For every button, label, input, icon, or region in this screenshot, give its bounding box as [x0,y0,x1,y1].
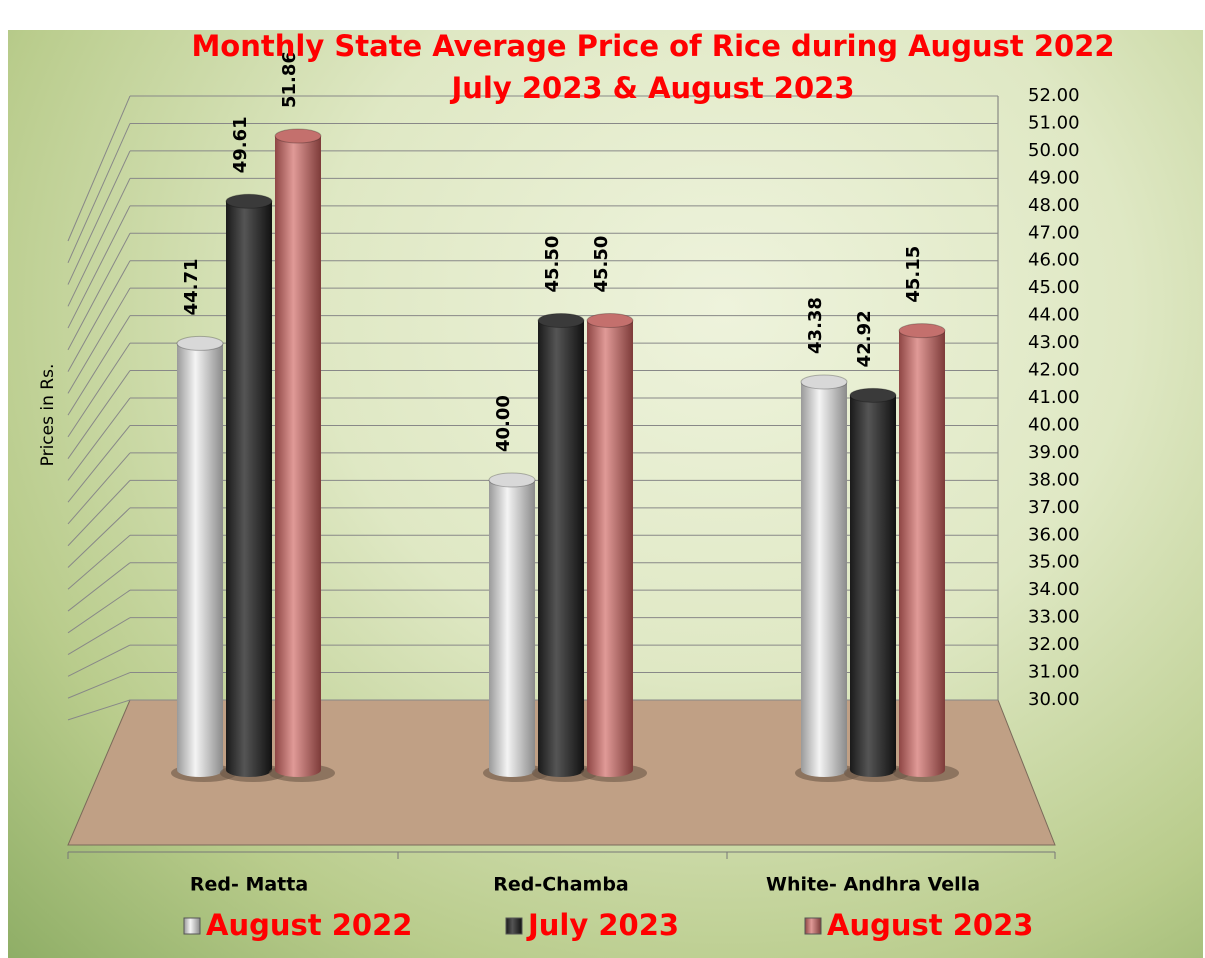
bar-bottom [275,763,321,777]
grid-line-side [68,343,130,437]
grid-line-side [68,151,130,285]
bar-top [801,375,847,389]
y-tick-label: 42.00 [1028,360,1080,381]
data-label: 42.92 [854,310,875,367]
bar-body [489,480,535,770]
y-tick-label: 37.00 [1028,497,1080,518]
data-label: 44.71 [181,258,202,315]
grid-line-side [68,645,130,676]
grid-line-side [68,206,130,328]
bar-top [226,194,272,208]
y-tick-label: 36.00 [1028,524,1080,545]
bar-body [538,321,584,771]
x-tick-label: White- Andhra Vella [766,874,980,896]
bar-top [177,336,223,350]
data-label: 45.15 [903,246,924,303]
y-tick-label: 49.00 [1028,167,1080,188]
y-tick-label: 34.00 [1028,579,1080,600]
data-label: 40.00 [493,395,514,452]
y-tick-label: 47.00 [1028,222,1080,243]
grid-line-side [68,590,130,633]
bar-bottom [489,763,535,777]
y-tick-label: 30.00 [1028,689,1080,710]
y-tick-label: 35.00 [1028,552,1080,573]
legend-label: August 2022 [206,908,412,942]
data-label: 45.50 [591,236,612,293]
grid-line-side [68,618,130,655]
y-tick-label: 33.00 [1028,607,1080,628]
legend-swatch [184,918,200,934]
bar-top [587,314,633,328]
bar-top [899,324,945,338]
bar-body [850,395,896,770]
grid-line-side [68,261,130,372]
y-tick-label: 31.00 [1028,662,1080,683]
y-tick-label: 48.00 [1028,195,1080,216]
grid-line-side [68,563,130,611]
y-axis-label: Prices in Rs. [38,364,58,467]
bar-body [899,331,945,770]
grid-line-side [68,233,130,350]
legend-swatch [506,918,522,934]
grid-line-side [68,371,130,459]
grid-line-side [68,700,130,720]
bar-bottom [587,763,633,777]
grid-line-side [68,508,130,568]
data-label: 49.61 [230,116,251,173]
y-tick-label: 40.00 [1028,414,1080,435]
y-tick-label: 46.00 [1028,250,1080,271]
bar-bottom [899,763,945,777]
grid-line-side [68,288,130,393]
grid-line-side [68,673,130,699]
bar-top [538,314,584,328]
bar-bottom [801,763,847,777]
legend-label: August 2023 [827,908,1033,942]
legend-label: July 2023 [526,908,679,942]
bar-bottom [850,763,896,777]
x-tick-label: Red-Chamba [493,874,629,896]
grid-line-side [68,316,130,416]
y-tick-label: 39.00 [1028,442,1080,463]
bar-body [587,321,633,771]
grid-line-side [68,96,130,241]
y-tick-label: 38.00 [1028,469,1080,490]
data-label: 43.38 [805,297,826,354]
bar-top [850,388,896,402]
bar [269,129,335,782]
bar-bottom [538,763,584,777]
y-tick-label: 41.00 [1028,387,1080,408]
bar-bottom [226,763,272,777]
chart: Prices in Rs. 30.00 31.00 32.00 33.00 34.00 3… [8,30,1203,958]
legend-swatch [805,918,821,934]
bar-body [177,343,223,770]
bar-bottom [177,763,223,777]
y-tick-label: 45.00 [1028,277,1080,298]
bar-top [275,129,321,143]
bar-body [275,136,321,770]
grid-line-side [68,398,130,480]
chart-frame: Prices in Rs. 30.00 31.00 32.00 33.00 34.00 3… [8,30,1203,958]
y-tick-label: 44.00 [1028,305,1080,326]
grid-line-side [68,535,130,589]
data-label: 45.50 [542,236,563,293]
bar-body [801,382,847,770]
y-tick-label: 50.00 [1028,140,1080,161]
bar-top [489,473,535,487]
x-tick-label: Red- Matta [190,874,308,896]
chart-title: Monthly State Average Price of Rice duri… [178,30,1128,109]
y-tick-label: 51.00 [1028,112,1080,133]
y-tick-label: 32.00 [1028,634,1080,655]
y-tick-label: 43.00 [1028,332,1080,353]
bar-body [226,201,272,770]
